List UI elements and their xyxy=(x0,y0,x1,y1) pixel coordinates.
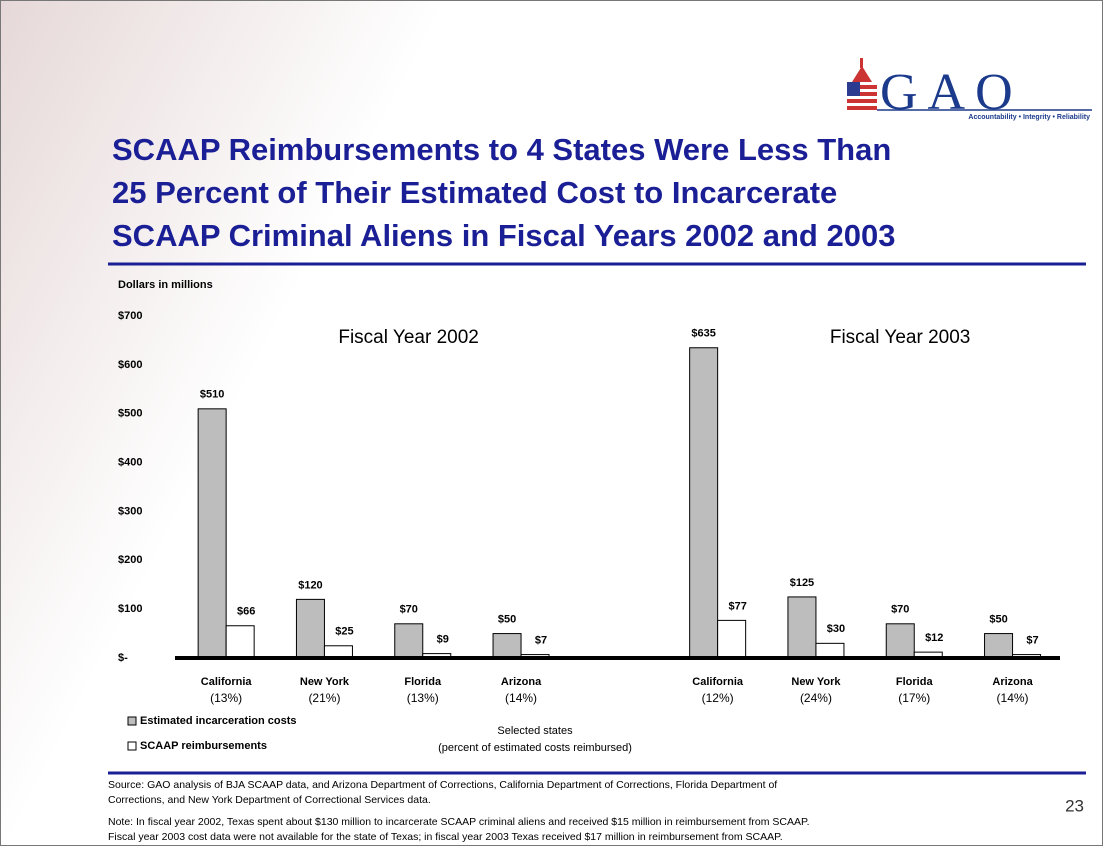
value-label: $510 xyxy=(200,389,224,401)
x-tick-sublabel: (14%) xyxy=(505,691,537,705)
bar xyxy=(984,633,1014,659)
x-tick-sublabel: (14%) xyxy=(997,691,1029,705)
x-tick-sublabel: (13%) xyxy=(210,691,242,705)
value-label: $66 xyxy=(237,606,255,618)
note: Fiscal year 2003 cost data were not avai… xyxy=(108,831,783,843)
x-tick-label: California xyxy=(692,676,744,688)
x-axis-label: Selected states xyxy=(497,725,573,737)
y-tick-label: $100 xyxy=(118,603,142,615)
logo-tagline: Accountability • Integrity • Reliability xyxy=(968,114,1090,121)
value-label: $50 xyxy=(498,613,516,625)
bar xyxy=(225,625,255,659)
x-tick-label: Arizona xyxy=(992,676,1033,688)
y-tick-label: $500 xyxy=(118,408,142,420)
legend-swatch xyxy=(127,716,137,726)
page-number: 23 xyxy=(1065,796,1084,815)
bar xyxy=(787,596,817,659)
legend-swatch xyxy=(127,741,137,751)
value-label: $30 xyxy=(827,623,845,635)
bar xyxy=(295,598,325,659)
logo-icon xyxy=(847,58,877,110)
value-label: $125 xyxy=(790,577,814,589)
y-tick-label: $200 xyxy=(118,554,142,566)
x-tick-sublabel: (17%) xyxy=(898,691,930,705)
x-axis-label: (percent of estimated costs reimbursed) xyxy=(438,742,632,754)
legend-label: SCAAP reimbursements xyxy=(140,740,267,752)
x-tick-sublabel: (24%) xyxy=(800,691,832,705)
value-label: $9 xyxy=(437,634,449,646)
y-tick-label: $300 xyxy=(118,505,142,517)
bar xyxy=(492,633,522,659)
y-tick-label: $700 xyxy=(118,310,142,322)
x-tick-label: California xyxy=(201,676,253,688)
title-line: SCAAP Criminal Aliens in Fiscal Years 20… xyxy=(112,218,895,253)
x-tick-label: Arizona xyxy=(501,676,542,688)
x-tick-label: Florida xyxy=(896,676,934,688)
value-label: $12 xyxy=(925,632,943,644)
x-tick-sublabel: (12%) xyxy=(702,691,734,705)
bar xyxy=(885,623,915,659)
x-tick-label: New York xyxy=(791,676,841,688)
x-tick-label: New York xyxy=(300,676,350,688)
value-label: $120 xyxy=(298,579,322,591)
bar xyxy=(815,642,845,659)
title-line: SCAAP Reimbursements to 4 States Were Le… xyxy=(112,132,891,167)
logo: GAO xyxy=(880,64,1023,121)
note: Note: In fiscal year 2002, Texas spent a… xyxy=(108,816,810,828)
value-label: $635 xyxy=(691,328,715,340)
x-tick-sublabel: (13%) xyxy=(407,691,439,705)
legend-label: Estimated incarceration costs xyxy=(140,715,297,727)
bar xyxy=(197,408,227,659)
group-title: Fiscal Year 2003 xyxy=(830,327,971,348)
y-tick-label: $600 xyxy=(118,359,142,371)
value-label: $7 xyxy=(535,634,547,646)
value-label: $50 xyxy=(989,613,1007,625)
value-label: $25 xyxy=(335,626,353,638)
source: Corrections, and New York Department of … xyxy=(108,794,431,806)
x-tick-sublabel: (21%) xyxy=(308,691,340,705)
value-label: $77 xyxy=(728,600,746,612)
bar xyxy=(394,623,424,659)
bar xyxy=(717,619,747,659)
x-tick-label: Florida xyxy=(404,676,442,688)
y-tick-label: $- xyxy=(118,652,128,664)
source: Source: GAO analysis of BJA SCAAP data, … xyxy=(108,779,777,791)
value-label: $7 xyxy=(1026,634,1038,646)
y-tick-label: $400 xyxy=(118,456,142,468)
bar xyxy=(689,347,719,659)
value-label: $70 xyxy=(891,604,909,616)
title-line: 25 Percent of Their Estimated Cost to In… xyxy=(112,175,837,210)
y-axis-label: Dollars in millions xyxy=(118,279,213,291)
group-title: Fiscal Year 2002 xyxy=(338,327,479,348)
value-label: $70 xyxy=(400,604,418,616)
